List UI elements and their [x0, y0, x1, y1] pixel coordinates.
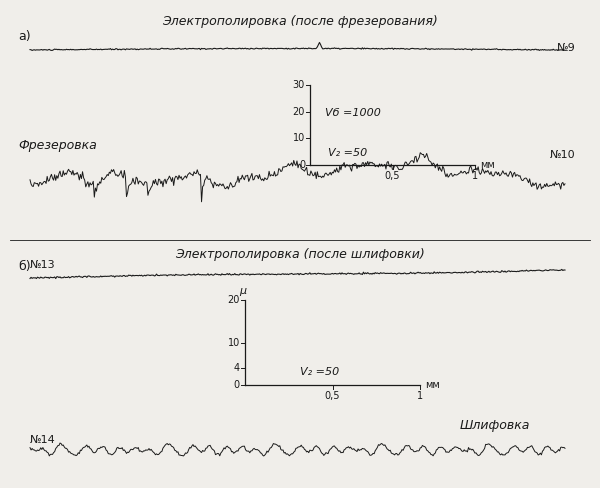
- Text: Электрополировка (после фрезерования): Электрополировка (после фрезерования): [162, 15, 438, 28]
- Text: №10: №10: [550, 150, 575, 160]
- Text: №13: №13: [30, 260, 56, 270]
- Text: 0,5: 0,5: [325, 391, 340, 401]
- Text: 10: 10: [228, 338, 240, 347]
- Text: V₂ =50: V₂ =50: [300, 367, 339, 377]
- Text: Электрополировка (после шлифовки): Электрополировка (после шлифовки): [175, 248, 425, 261]
- Text: Фрезеровка: Фрезеровка: [18, 139, 97, 151]
- Text: V₂ =50: V₂ =50: [328, 148, 367, 158]
- Text: Vб =1000: Vб =1000: [325, 108, 381, 118]
- Text: 1: 1: [472, 171, 478, 181]
- Text: μ: μ: [239, 286, 247, 296]
- Text: №14: №14: [30, 435, 56, 445]
- Text: №9: №9: [556, 43, 575, 53]
- Text: 0: 0: [299, 160, 305, 170]
- Text: мм: мм: [480, 160, 495, 170]
- Text: а): а): [18, 30, 31, 43]
- Text: 0,5: 0,5: [385, 171, 400, 181]
- Text: мм: мм: [425, 380, 440, 390]
- Text: 20: 20: [227, 295, 240, 305]
- Text: 0: 0: [234, 380, 240, 390]
- Text: 10: 10: [293, 133, 305, 143]
- Text: б): б): [18, 260, 31, 273]
- Text: 1: 1: [417, 391, 423, 401]
- Text: 30: 30: [293, 80, 305, 90]
- Text: 4: 4: [234, 363, 240, 373]
- Text: Шлифовка: Шлифовка: [460, 419, 530, 431]
- Text: 20: 20: [293, 107, 305, 117]
